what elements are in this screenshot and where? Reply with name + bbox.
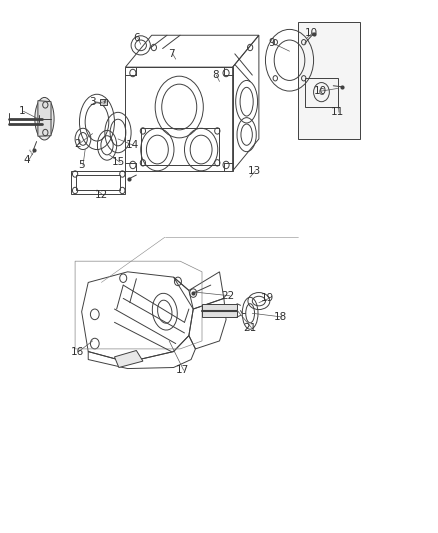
Text: 21: 21 [243, 322, 256, 333]
Polygon shape [100, 99, 107, 105]
Text: 10: 10 [313, 86, 326, 96]
Ellipse shape [35, 98, 54, 140]
Text: 19: 19 [261, 293, 274, 303]
Polygon shape [114, 351, 143, 368]
Text: 22: 22 [221, 290, 234, 301]
Text: 18: 18 [273, 312, 287, 322]
Text: /: / [28, 149, 34, 155]
Text: 10: 10 [304, 28, 317, 38]
Text: 1: 1 [18, 106, 25, 116]
Text: 17: 17 [175, 365, 188, 375]
Text: 9: 9 [268, 38, 275, 48]
Text: 12: 12 [95, 190, 108, 200]
Polygon shape [38, 101, 51, 136]
Text: 8: 8 [211, 70, 218, 80]
Polygon shape [297, 22, 359, 139]
Text: C: C [318, 87, 323, 96]
Text: 11: 11 [330, 107, 343, 117]
Text: 13: 13 [247, 166, 261, 176]
Text: 14: 14 [125, 140, 138, 150]
Text: 6: 6 [133, 33, 139, 43]
Text: 16: 16 [71, 346, 84, 357]
Text: 7: 7 [168, 49, 174, 59]
Text: 5: 5 [78, 160, 85, 171]
Text: 15: 15 [112, 157, 125, 167]
Text: 3: 3 [89, 96, 95, 107]
Polygon shape [201, 304, 237, 317]
Text: 2: 2 [74, 139, 81, 149]
Text: 4: 4 [24, 155, 30, 165]
